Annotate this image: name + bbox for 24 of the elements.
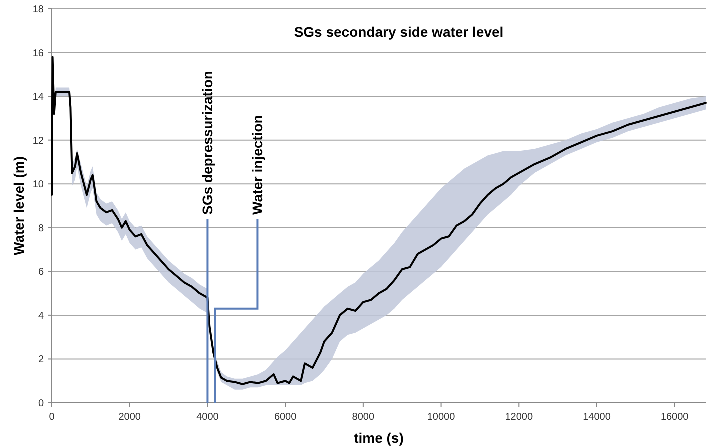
y-tick-label: 18 (32, 4, 44, 16)
y-tick-label: 6 (38, 267, 44, 278)
y-tick-label: 12 (32, 136, 44, 147)
x-tick-label: 2000 (118, 412, 142, 423)
x-tick-label: 4000 (196, 412, 220, 423)
x-tick-label: 10000 (427, 412, 456, 423)
x-tick-label: 8000 (352, 412, 375, 423)
x-tick-label: 14000 (583, 412, 612, 423)
x-tick-label: 6000 (274, 412, 298, 423)
x-tick-label: 0 (49, 412, 56, 423)
y-tick-label: 0 (38, 398, 44, 410)
x-axis-title: time (s) (354, 430, 404, 446)
y-axis-title: Water level (m) (11, 156, 27, 256)
text: SGs secondary side water level (294, 24, 504, 40)
x-tick-label: 12000 (505, 412, 534, 423)
y-tick-label: 16 (32, 48, 44, 60)
x-tick-label: 16000 (660, 412, 690, 423)
y-tick-label: 4 (38, 310, 44, 322)
y-tick-label: 10 (32, 180, 44, 191)
y-tick-label: 2 (38, 354, 44, 366)
y-tick-label: 8 (38, 223, 44, 234)
ref-line-label: SGs depressurization (200, 71, 216, 215)
ref-line-label: Water injection (250, 115, 266, 215)
y-tick-label: 14 (32, 92, 44, 104)
